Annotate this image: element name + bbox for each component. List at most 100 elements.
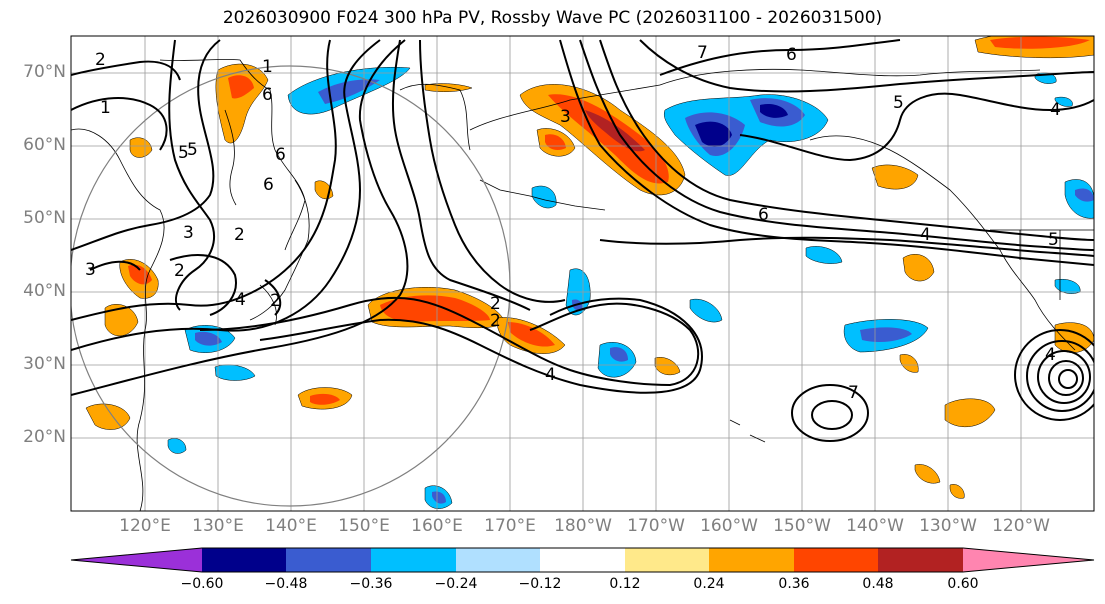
pv-contours	[71, 39, 1094, 396]
colorbar-tick-label: −0.24	[434, 576, 478, 592]
negative-anomaly-patch-core	[1075, 188, 1094, 202]
positive-anomaly-patch	[899, 354, 919, 373]
contour-label: 2	[490, 311, 501, 331]
positive-anomaly-patch	[944, 398, 996, 427]
positive-anomaly-patch-core	[128, 264, 152, 285]
contour-label: 6	[263, 175, 274, 195]
negative-anomaly-patch	[1054, 96, 1073, 107]
contour-label: 4	[1050, 100, 1061, 120]
negative-anomaly-patch-core	[195, 331, 222, 346]
colorbar-tick-label: 0.36	[778, 576, 810, 592]
lon-label: 170°W	[627, 516, 685, 536]
contour-label: 3	[85, 260, 96, 280]
lat-label: 20°N	[23, 427, 66, 447]
lon-label: 160°E	[411, 516, 463, 536]
positive-anomaly-kamchatka-core	[228, 75, 254, 99]
negative-anomaly-alaska-east-core	[760, 104, 788, 118]
contour-label: 1	[262, 57, 273, 77]
colorbar-cell	[71, 548, 202, 572]
contour-label: 5	[893, 93, 904, 113]
lon-label: 130°W	[919, 516, 977, 536]
negative-anomaly-patch	[167, 438, 187, 454]
lon-label: 130°E	[192, 516, 244, 536]
map-frame	[70, 35, 1095, 512]
colorbar-tick-label: −0.60	[180, 576, 224, 592]
anomaly-shading	[85, 36, 1094, 509]
negative-anomaly-okhotsk-core	[318, 79, 380, 104]
gridlines	[71, 36, 1094, 511]
colorbar-cell	[794, 548, 878, 572]
contour-label: 6	[758, 205, 769, 225]
colorbar-tick-label: −0.36	[349, 576, 393, 592]
colorbar-cell	[625, 548, 709, 572]
colorbar-cell	[202, 548, 286, 572]
negative-anomaly-patch-core	[432, 491, 446, 504]
negative-anomaly-patch	[689, 298, 723, 323]
contour-label: 5	[187, 140, 198, 160]
colorbar-tick-label: 0.60	[947, 576, 979, 592]
positive-anomaly-patch	[129, 137, 153, 158]
positive-anomaly-patch	[949, 484, 965, 499]
lat-label: 40°N	[23, 281, 66, 301]
lon-label: 120°W	[992, 516, 1050, 536]
positive-anomaly-subtropical-core	[310, 393, 340, 405]
colorbar-cell	[540, 548, 625, 572]
contour-label: 6	[786, 45, 797, 65]
positive-anomaly-patch	[85, 403, 131, 430]
contour-label: 4	[235, 290, 246, 310]
lat-label: 50°N	[23, 208, 66, 228]
contour-label: 2	[174, 261, 185, 281]
chart-title: 2026030900 F024 300 hPa PV, Rossby Wave …	[222, 8, 883, 28]
lon-label: 120°E	[119, 516, 171, 536]
positive-anomaly-patch	[914, 464, 941, 484]
colorbar	[70, 547, 1095, 573]
coastlines	[71, 59, 1094, 511]
colorbar-cell	[963, 548, 1094, 572]
colorbar-tick-label: −0.48	[264, 576, 308, 592]
colorbar-tick-label: −0.12	[518, 576, 562, 592]
contour-label: 4	[545, 365, 556, 385]
contour-label: 2	[95, 50, 106, 70]
contour-label: 2	[270, 291, 281, 311]
positive-anomaly-patch	[871, 164, 919, 190]
lon-label: 150°E	[338, 516, 390, 536]
contour-label: 3	[560, 107, 571, 127]
contour-label: 4	[920, 225, 931, 245]
lon-label: 150°W	[773, 516, 831, 536]
contour-labels: 2 1 1 6 6 5 6 7 6 5 4 5 6 4 5 3 3 2 2 2 …	[85, 43, 1061, 403]
closed-contours	[791, 329, 1094, 442]
positive-anomaly-aleutian-core	[548, 94, 669, 184]
positive-anomaly-patch	[902, 254, 935, 282]
lat-label: 30°N	[23, 354, 66, 374]
positive-anomaly-patch	[104, 304, 139, 337]
contour-label: 6	[262, 85, 273, 105]
lat-label: 70°N	[23, 62, 66, 82]
contour-label: 5	[178, 143, 189, 163]
positive-anomaly-ne-corner-core	[990, 36, 1090, 49]
negative-anomaly-alaska-core	[695, 121, 732, 147]
contour-label: 3	[183, 223, 194, 243]
contour-label: 7	[697, 43, 708, 63]
negative-anomaly-patch-core	[860, 327, 912, 342]
colorbar-tick-label: 0.12	[609, 576, 641, 592]
negative-anomaly-patch	[531, 185, 557, 209]
colorbar-cell	[371, 548, 456, 572]
lon-label: 160°W	[700, 516, 758, 536]
colorbar-cell	[878, 548, 963, 572]
colorbar-cell	[286, 548, 371, 572]
positive-anomaly-central-pacific-2-core	[508, 322, 555, 347]
lon-label: 140°W	[846, 516, 904, 536]
colorbar-tick-label: 0.48	[862, 576, 894, 592]
range-circle	[71, 65, 511, 507]
positive-anomaly-aleutian-max	[585, 110, 645, 152]
negative-anomaly-patch-core	[610, 347, 628, 362]
contour-label: 1	[100, 98, 111, 118]
lon-label: 170°E	[484, 516, 536, 536]
contour-label: 6	[275, 145, 286, 165]
colorbar-tick-label: 0.24	[693, 576, 725, 592]
contour-label: 2	[234, 225, 245, 245]
lon-label: 140°E	[265, 516, 317, 536]
positive-anomaly-kamchatka	[215, 63, 269, 144]
positive-anomaly-patch	[654, 357, 681, 376]
